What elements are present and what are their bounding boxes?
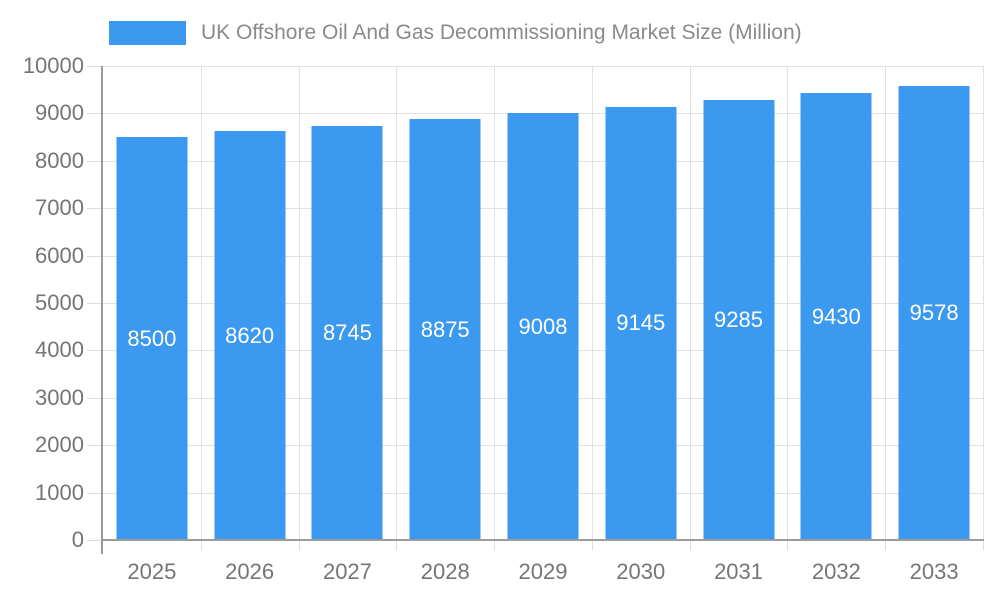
x-axis-tick-label: 2030 [616, 559, 666, 584]
x-axis-line [103, 539, 984, 541]
y-axis-line [101, 66, 103, 554]
bar[interactable]: 8875 [409, 119, 481, 540]
bar-value-label: 9285 [714, 306, 763, 332]
x-axis-tick-label: 2032 [811, 559, 861, 584]
bar[interactable]: 8745 [311, 125, 383, 540]
bar-slot: 9578 [885, 66, 983, 540]
bar[interactable]: 9008 [507, 113, 579, 540]
x-axis-tick [983, 541, 984, 550]
y-axis-tick [87, 303, 103, 304]
bar-value-label: 9578 [909, 300, 959, 325]
x-axis-tick [396, 541, 398, 550]
x-axis-ticks [103, 541, 984, 550]
x-axis-tick-label: 2027 [322, 559, 372, 584]
x-axis-tick-label: 2025 [127, 559, 177, 584]
y-axis-tick-label: 2000 [35, 432, 84, 458]
y-axis-tick-label: 5000 [35, 290, 84, 315]
gridline-vertical [787, 66, 789, 540]
bar[interactable]: 9430 [800, 93, 872, 540]
y-axis-tick-label: 8000 [35, 147, 84, 173]
bar-value-label: 9430 [811, 303, 861, 329]
x-axis-tick-label: 2033 [909, 559, 959, 584]
bar[interactable]: 8500 [116, 137, 188, 540]
y-axis-tick [87, 160, 103, 162]
legend-swatch [109, 21, 186, 45]
x-axis-tick [591, 541, 593, 550]
x-axis-tick [787, 541, 789, 550]
y-axis-tick-label: 0 [71, 527, 84, 552]
y-axis-tick-label: 9000 [35, 100, 84, 126]
x-axis-tick-label: 2029 [518, 559, 568, 584]
y-axis-tick [87, 540, 103, 541]
y-axis-tick-label: 6000 [35, 242, 84, 268]
bar-value-label: 8620 [225, 322, 275, 348]
bar-slot: 9145 [592, 66, 690, 540]
y-axis-tick-label: 7000 [35, 195, 84, 221]
y-axis-tick [87, 113, 103, 115]
bar-slot: 9285 [690, 66, 788, 540]
y-axis-tick-label: 4000 [35, 337, 84, 363]
y-axis-tick [87, 66, 103, 67]
y-axis-tick [87, 445, 103, 447]
y-axis-tick-label: 1000 [35, 479, 84, 505]
chart-title: UK Offshore Oil And Gas Decommissioning … [201, 21, 802, 44]
bar-slot: 9008 [494, 66, 592, 540]
y-axis-tick-label: 3000 [35, 384, 84, 410]
gridline-vertical [494, 66, 496, 540]
bar[interactable]: 9578 [898, 86, 970, 540]
bar-value-label: 8500 [127, 325, 177, 351]
y-axis-tick [87, 350, 103, 352]
y-axis-tick-label: 10000 [22, 53, 84, 78]
x-axis-tick [298, 541, 300, 550]
gridline-vertical [396, 66, 398, 540]
bar-slot: 8745 [299, 66, 397, 540]
x-axis-tick [689, 541, 691, 550]
gridline-vertical [298, 66, 300, 540]
gridline-vertical [983, 66, 984, 540]
x-axis-tick-label: 2028 [420, 559, 470, 584]
bar-value-label: 8875 [420, 316, 470, 342]
bar-slot: 8620 [201, 66, 299, 540]
gridline-vertical [689, 66, 691, 540]
x-axis-labels: 2025 2026 2027 2028 2029 2030 2031 2032 2033 [103, 556, 983, 590]
y-axis-tick [87, 397, 103, 399]
bar-slot: 9430 [787, 66, 885, 540]
gridline-vertical [591, 66, 593, 540]
bar-slot: 8500 [103, 66, 201, 540]
bar[interactable]: 9145 [605, 106, 677, 540]
x-axis-tick-label: 2031 [714, 559, 764, 584]
gridline-vertical [885, 66, 887, 540]
plot-area: 8500 8620 8745 8875 9008 9145 9285 9430 9578 [103, 66, 984, 540]
x-axis-tick [494, 541, 496, 550]
x-axis-tick-label: 2026 [225, 559, 275, 584]
bar-value-label: 9008 [518, 313, 568, 339]
bar-value-label: 8745 [322, 319, 372, 345]
y-axis-tick [87, 208, 103, 210]
gridline-horizontal [103, 66, 983, 67]
legend-item[interactable]: UK Offshore Oil And Gas Decommissioning … [109, 15, 802, 51]
y-axis-labels: 0 1000 2000 3000 4000 5000 6000 7000 8000 9000 100… [0, 53, 84, 552]
y-axis-ticks [87, 66, 103, 541]
bar[interactable]: 9285 [703, 99, 775, 540]
y-axis-tick [87, 255, 103, 257]
y-axis-tick [87, 492, 103, 494]
bar-slot: 8875 [396, 66, 494, 540]
gridline-vertical [200, 66, 202, 540]
x-axis-tick [885, 541, 887, 550]
x-axis-tick [200, 541, 202, 550]
bar[interactable]: 8620 [214, 131, 286, 540]
bar-value-label: 9145 [616, 310, 666, 336]
